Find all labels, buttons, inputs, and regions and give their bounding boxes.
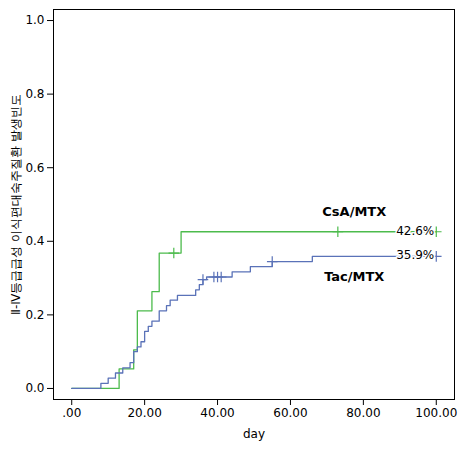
svg-text:0.6: 0.6 <box>25 161 44 175</box>
svg-text:80.00: 80.00 <box>346 406 380 420</box>
svg-text:35.9%: 35.9% <box>396 248 434 262</box>
svg-text:0.0: 0.0 <box>25 381 44 395</box>
svg-text:Tac/MTX: Tac/MTX <box>324 269 384 284</box>
svg-text:0.2: 0.2 <box>25 308 44 322</box>
svg-text:0.8: 0.8 <box>25 87 44 101</box>
svg-text:.00: .00 <box>62 406 81 420</box>
svg-text:day: day <box>243 427 265 441</box>
svg-text:42.6%: 42.6% <box>396 224 434 238</box>
svg-text:Ⅱ-Ⅳ등급급성 이식편대숙주질환 발생빈도: Ⅱ-Ⅳ등급급성 이식편대숙주질환 발생빈도 <box>9 94 23 315</box>
svg-text:0.4: 0.4 <box>25 234 44 248</box>
svg-text:1.0: 1.0 <box>25 13 44 27</box>
svg-text:CsA/MTX: CsA/MTX <box>322 204 386 219</box>
svg-text:20.00: 20.00 <box>127 406 161 420</box>
svg-text:40.00: 40.00 <box>200 406 234 420</box>
svg-text:60.00: 60.00 <box>273 406 307 420</box>
svg-text:100.00: 100.00 <box>415 406 457 420</box>
